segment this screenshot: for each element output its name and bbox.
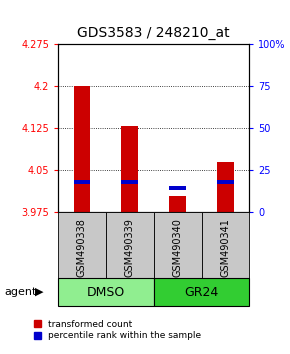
Text: GSM490340: GSM490340	[173, 218, 183, 276]
Bar	[202, 212, 249, 278]
Legend: transformed count, percentile rank within the sample: transformed count, percentile rank withi…	[34, 320, 201, 340]
Text: agent: agent	[4, 287, 37, 297]
Bar	[122, 126, 138, 212]
Bar	[58, 278, 154, 306]
Bar	[74, 86, 90, 212]
Bar	[154, 278, 249, 306]
Bar	[106, 212, 154, 278]
Bar	[169, 196, 186, 212]
Bar	[74, 181, 90, 184]
Text: GSM490338: GSM490338	[77, 218, 87, 276]
Bar	[169, 186, 186, 190]
Text: ▶: ▶	[35, 287, 44, 297]
Text: GR24: GR24	[184, 286, 219, 298]
Bar	[122, 181, 138, 184]
Bar	[217, 162, 234, 212]
Bar	[217, 181, 234, 184]
Text: DMSO: DMSO	[87, 286, 125, 298]
Title: GDS3583 / 248210_at: GDS3583 / 248210_at	[77, 27, 230, 40]
Text: GSM490341: GSM490341	[220, 218, 231, 276]
Text: GSM490339: GSM490339	[125, 218, 135, 276]
Bar	[154, 212, 202, 278]
Bar	[58, 212, 106, 278]
